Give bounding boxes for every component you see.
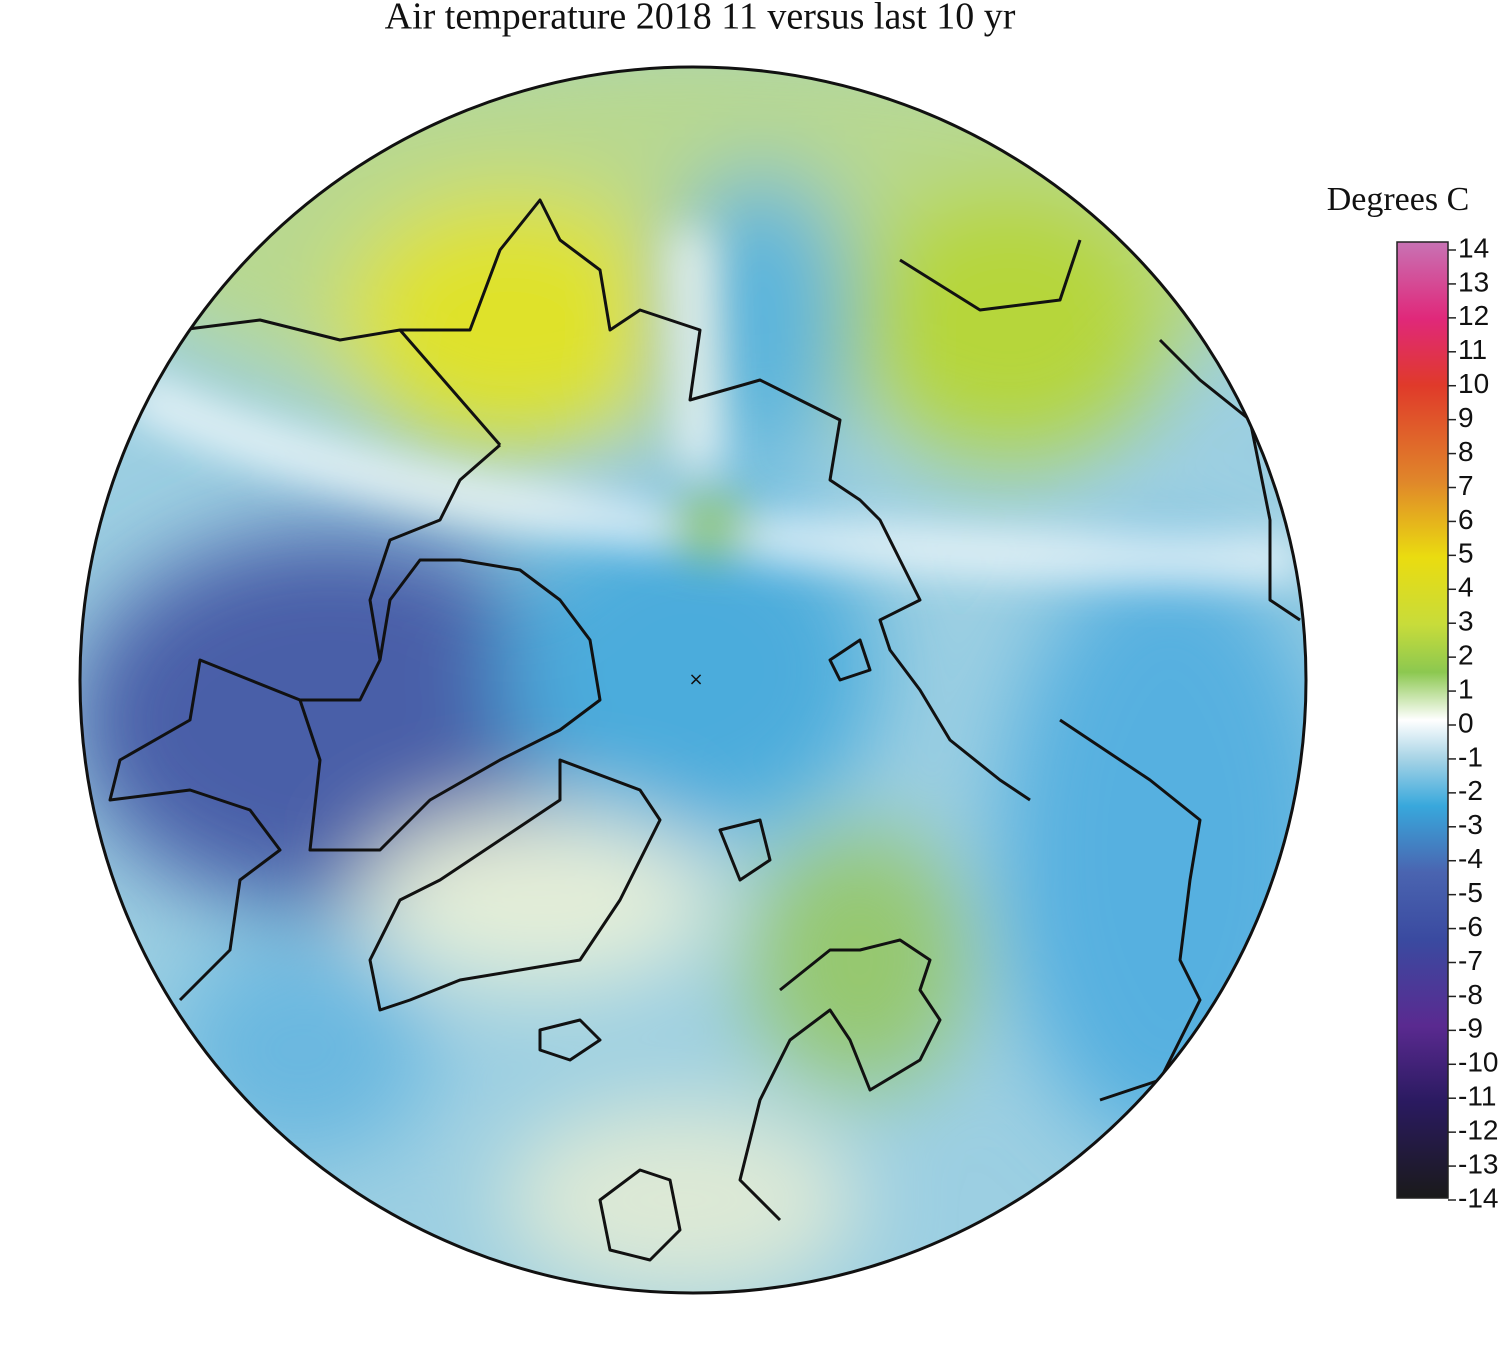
colorbar-ramp bbox=[1396, 241, 1449, 1199]
colorbar-tick-label: -2 bbox=[1458, 775, 1483, 806]
colorbar-tick-label: 10 bbox=[1458, 368, 1489, 399]
colorbar-tick-label: 1 bbox=[1458, 673, 1474, 704]
colorbar: 14131211109876543210-1-2-3-4-5-6-7-8-9-1… bbox=[1396, 232, 1498, 1213]
temperature-field bbox=[80, 67, 1306, 1293]
colorbar-tick-label: 3 bbox=[1458, 606, 1474, 637]
colorbar-tick-label: 2 bbox=[1458, 640, 1474, 671]
colorbar-tick-label: -3 bbox=[1458, 809, 1483, 840]
colorbar-tick-label: 9 bbox=[1458, 402, 1474, 433]
colorbar-tick-label: -14 bbox=[1458, 1182, 1498, 1213]
colorbar-tick-label: 5 bbox=[1458, 538, 1474, 569]
colorbar-tick-label: -1 bbox=[1458, 741, 1483, 772]
colorbar-tick-label: 11 bbox=[1458, 334, 1487, 365]
coastlines: × bbox=[108, 198, 1301, 1262]
colorbar-tick-label: 6 bbox=[1458, 504, 1474, 535]
map-border bbox=[78, 65, 1308, 1295]
colorbar-tick-label: 14 bbox=[1458, 232, 1489, 263]
colorbar-tick-label: -11 bbox=[1458, 1081, 1496, 1112]
colorbar-tick-label: 12 bbox=[1458, 300, 1489, 331]
colorbar-tick-label: 0 bbox=[1458, 707, 1474, 738]
colorbar-tick-label: -8 bbox=[1458, 979, 1483, 1010]
svg-text:×: × bbox=[688, 669, 703, 690]
colorbar-tick-label: -12 bbox=[1458, 1115, 1498, 1146]
colorbar-tick-label: -4 bbox=[1458, 843, 1483, 874]
colorbar-tick-label: -7 bbox=[1458, 945, 1483, 976]
colorbar-tick-label: -6 bbox=[1458, 911, 1483, 942]
colorbar-tick-label: -9 bbox=[1458, 1013, 1483, 1044]
colorbar-tick-label: 7 bbox=[1458, 470, 1474, 501]
colorbar-tick-label: -10 bbox=[1458, 1047, 1498, 1078]
colorbar-tick-label: 8 bbox=[1458, 436, 1474, 467]
colorbar-label: Degrees C bbox=[1327, 181, 1470, 218]
colorbar-tick-label: -13 bbox=[1458, 1148, 1498, 1179]
title: Air temperature 2018 11 versus last 10 y… bbox=[385, 0, 1016, 38]
colorbar-tick-label: 13 bbox=[1458, 266, 1489, 297]
colorbar-tick-label: 4 bbox=[1458, 572, 1474, 603]
colorbar-tick-label: -5 bbox=[1458, 877, 1483, 908]
